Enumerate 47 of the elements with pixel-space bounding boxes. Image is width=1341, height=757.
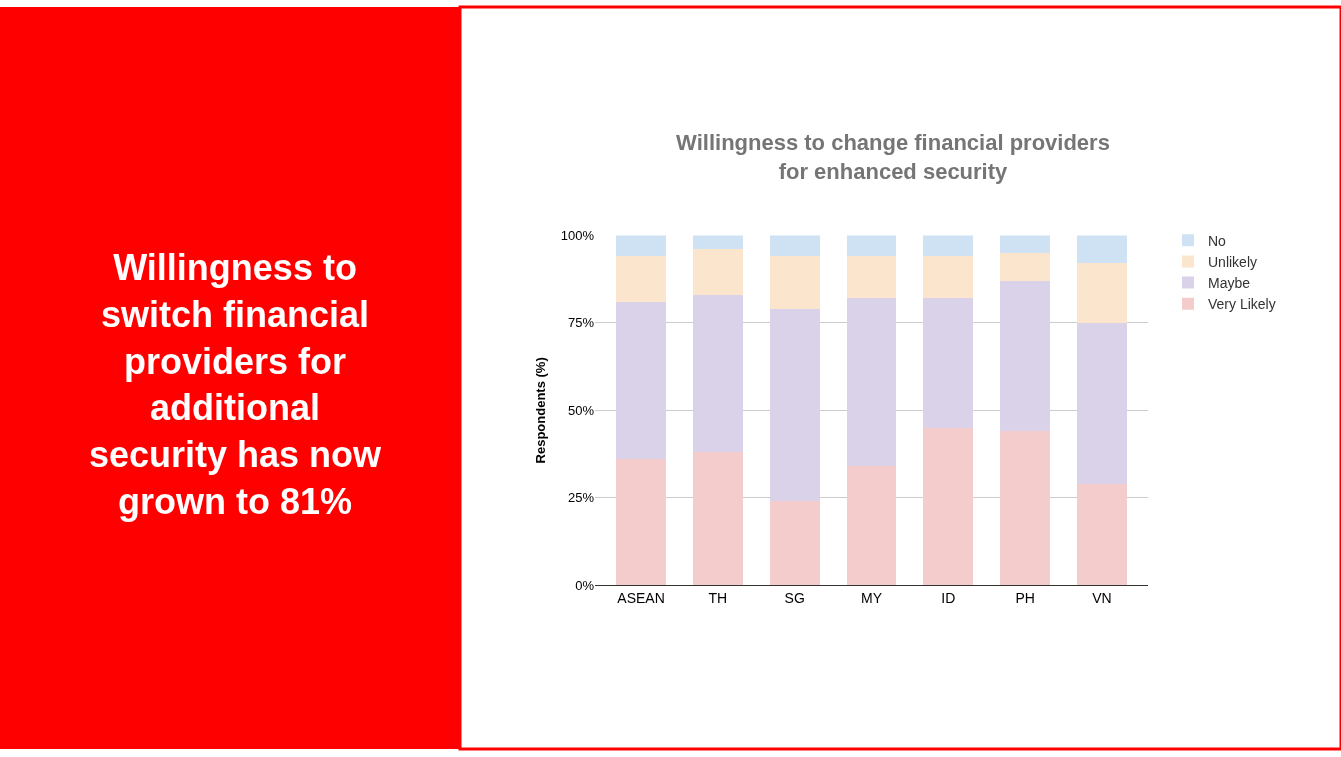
bar — [1076, 235, 1127, 264]
y-tick-label: 50% — [567, 402, 595, 418]
bar — [769, 308, 820, 502]
text: Willingness to switch financial providers for additional security has now grown to 81% — [89, 247, 383, 522]
bar — [1000, 280, 1051, 432]
x-tick-label: ID — [941, 590, 956, 607]
bar — [1076, 263, 1127, 323]
bar — [923, 427, 974, 586]
y-tick-label: 0% — [575, 577, 595, 593]
x-tick-label: PH — [1015, 590, 1035, 607]
bar — [616, 256, 667, 302]
bar — [923, 298, 974, 428]
y-tick-label: 25% — [567, 490, 595, 506]
bar — [1076, 322, 1127, 484]
y-tick-label: 100% — [560, 227, 595, 243]
bar — [923, 235, 974, 257]
bar — [923, 256, 974, 299]
bar — [846, 256, 897, 299]
x-tick-label: SG — [784, 590, 805, 607]
bar — [692, 452, 743, 586]
bar — [846, 298, 897, 467]
bar — [616, 235, 667, 257]
bar — [1076, 483, 1127, 586]
bar — [769, 235, 820, 257]
x-tick-label: TH — [708, 590, 728, 607]
bar — [616, 301, 667, 460]
bar — [769, 501, 820, 586]
legend-label: Very Likely — [1208, 296, 1276, 313]
bar — [616, 459, 667, 586]
bar — [1000, 431, 1051, 586]
bar — [769, 256, 820, 309]
x-tick-label: MY — [861, 590, 883, 607]
bar — [692, 235, 743, 250]
chart-title: Willingness to change financial providers for enhanced security — [676, 130, 1110, 184]
bar — [692, 294, 743, 453]
bar — [1000, 235, 1051, 253]
legend-label: No — [1208, 232, 1227, 249]
bar — [846, 235, 897, 257]
y-tick-label: 75% — [567, 315, 595, 331]
bar — [1000, 252, 1051, 281]
y-axis-title: Respondents (%) — [532, 357, 548, 464]
x-tick-label: VN — [1092, 590, 1112, 607]
bar — [846, 466, 897, 586]
legend-label: Unlikely — [1208, 253, 1258, 270]
bar — [692, 249, 743, 295]
legend-label: Maybe — [1208, 275, 1251, 292]
x-tick-label: ASEAN — [617, 590, 665, 607]
